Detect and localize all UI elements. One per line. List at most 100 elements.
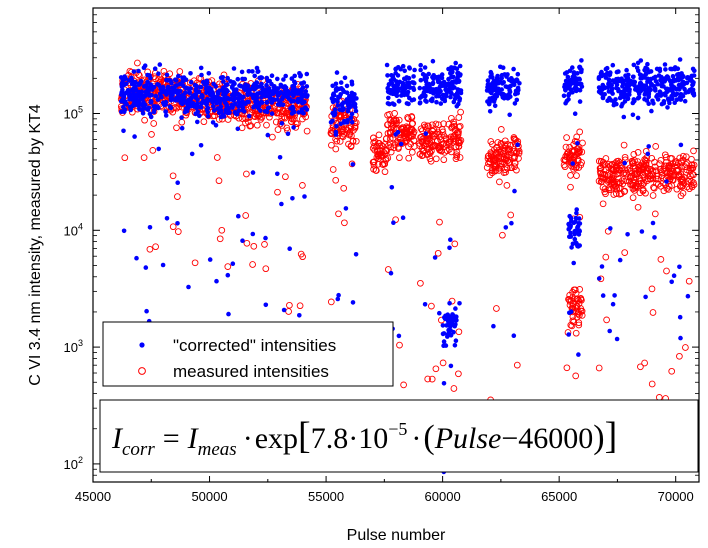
- measured-point: [601, 185, 609, 193]
- corrected-point: [230, 80, 236, 85]
- corrected-point: [121, 128, 126, 134]
- corrected-point: [407, 66, 413, 71]
- corrected-point: [205, 86, 210, 91]
- corrected-point: [417, 85, 423, 91]
- corrected-point: [449, 74, 454, 80]
- measured-point: [648, 285, 656, 293]
- measured-point: [567, 183, 574, 191]
- corrected-point: [210, 99, 215, 105]
- corrected-point: [395, 129, 401, 135]
- measured-point: [637, 164, 645, 171]
- corrected-point: [302, 194, 307, 199]
- corrected-point: [192, 82, 198, 88]
- corrected-point: [676, 71, 681, 77]
- corrected-point: [610, 62, 616, 68]
- corrected-point: [131, 101, 137, 106]
- corrected-point: [285, 131, 291, 137]
- corrected-point: [221, 79, 226, 84]
- corrected-point: [577, 77, 582, 82]
- corrected-point: [291, 125, 296, 130]
- measured-point: [381, 168, 389, 176]
- corrected-point: [151, 104, 156, 109]
- corrected-point: [240, 238, 245, 243]
- corrected-point: [304, 94, 310, 99]
- measured-point: [685, 277, 693, 285]
- corrected-point: [165, 84, 171, 90]
- corrected-point: [136, 103, 141, 109]
- corrected-point: [432, 255, 438, 260]
- corrected-point: [606, 89, 612, 94]
- corrected-point: [496, 80, 501, 86]
- corrected-point: [394, 93, 400, 98]
- corrected-point: [441, 381, 447, 386]
- corrected-point: [333, 81, 339, 87]
- measured-point: [648, 171, 655, 178]
- corrected-point: [258, 90, 263, 96]
- corrected-point: [225, 272, 231, 278]
- x-tick-label: 50000: [191, 489, 227, 504]
- measured-point: [387, 148, 395, 156]
- measured-point: [575, 319, 583, 327]
- measured-point: [637, 363, 644, 371]
- measured-point: [243, 170, 250, 178]
- corrected-point: [164, 72, 170, 78]
- measured-point: [574, 157, 582, 165]
- measured-point: [641, 359, 648, 367]
- corrected-point: [402, 68, 408, 74]
- corrected-point: [399, 86, 405, 91]
- corrected-point: [561, 93, 567, 99]
- measured-point: [687, 172, 694, 179]
- corrected-point: [164, 216, 170, 221]
- measured-point: [576, 286, 584, 293]
- measured-point: [403, 131, 410, 138]
- x-axis: 45000 50000 55000 60000 65000 70000: [75, 8, 694, 504]
- corrected-point: [572, 232, 577, 237]
- corrected-point: [515, 91, 520, 96]
- measured-point: [288, 118, 295, 126]
- corrected-point: [339, 103, 345, 108]
- corrected-point: [442, 83, 448, 89]
- measured-point: [508, 164, 516, 172]
- corrected-point: [437, 310, 442, 316]
- measured-point: [515, 149, 523, 157]
- corrected-point: [453, 306, 458, 311]
- corrected-point: [607, 80, 612, 86]
- measured-point: [174, 193, 181, 200]
- corrected-point: [269, 73, 275, 78]
- corrected-point: [121, 99, 127, 105]
- corrected-point: [417, 100, 423, 106]
- corrected-point: [668, 86, 674, 91]
- corrected-point: [505, 72, 510, 77]
- measured-point: [408, 148, 416, 156]
- corrected-point: [599, 91, 604, 96]
- corrected-point: [645, 79, 650, 85]
- corrected-point: [648, 69, 654, 74]
- measured-point: [630, 176, 638, 184]
- corrected-point: [199, 93, 205, 98]
- measured-point: [629, 194, 637, 202]
- corrected-point: [265, 91, 271, 97]
- corrected-point: [575, 141, 580, 146]
- corrected-point: [395, 82, 401, 87]
- measured-point: [328, 141, 335, 149]
- measured-point: [338, 125, 346, 133]
- measured-point: [620, 170, 627, 178]
- corrected-point: [398, 141, 404, 147]
- corrected-point: [259, 100, 265, 105]
- measured-point: [215, 177, 223, 185]
- corrected-point: [622, 160, 627, 166]
- corrected-point: [491, 99, 497, 104]
- measured-point: [424, 375, 432, 383]
- corrected-point: [456, 94, 461, 100]
- measured-point: [495, 164, 503, 172]
- measured-point: [562, 143, 570, 151]
- corrected-point: [685, 75, 690, 80]
- corrected-point: [487, 109, 493, 114]
- measured-point: [677, 192, 685, 200]
- measured-point: [652, 175, 660, 183]
- corrected-point: [226, 106, 232, 111]
- corrected-point: [290, 91, 295, 97]
- measured-point: [445, 146, 453, 153]
- corrected-point: [617, 95, 623, 101]
- measured-point: [647, 166, 655, 173]
